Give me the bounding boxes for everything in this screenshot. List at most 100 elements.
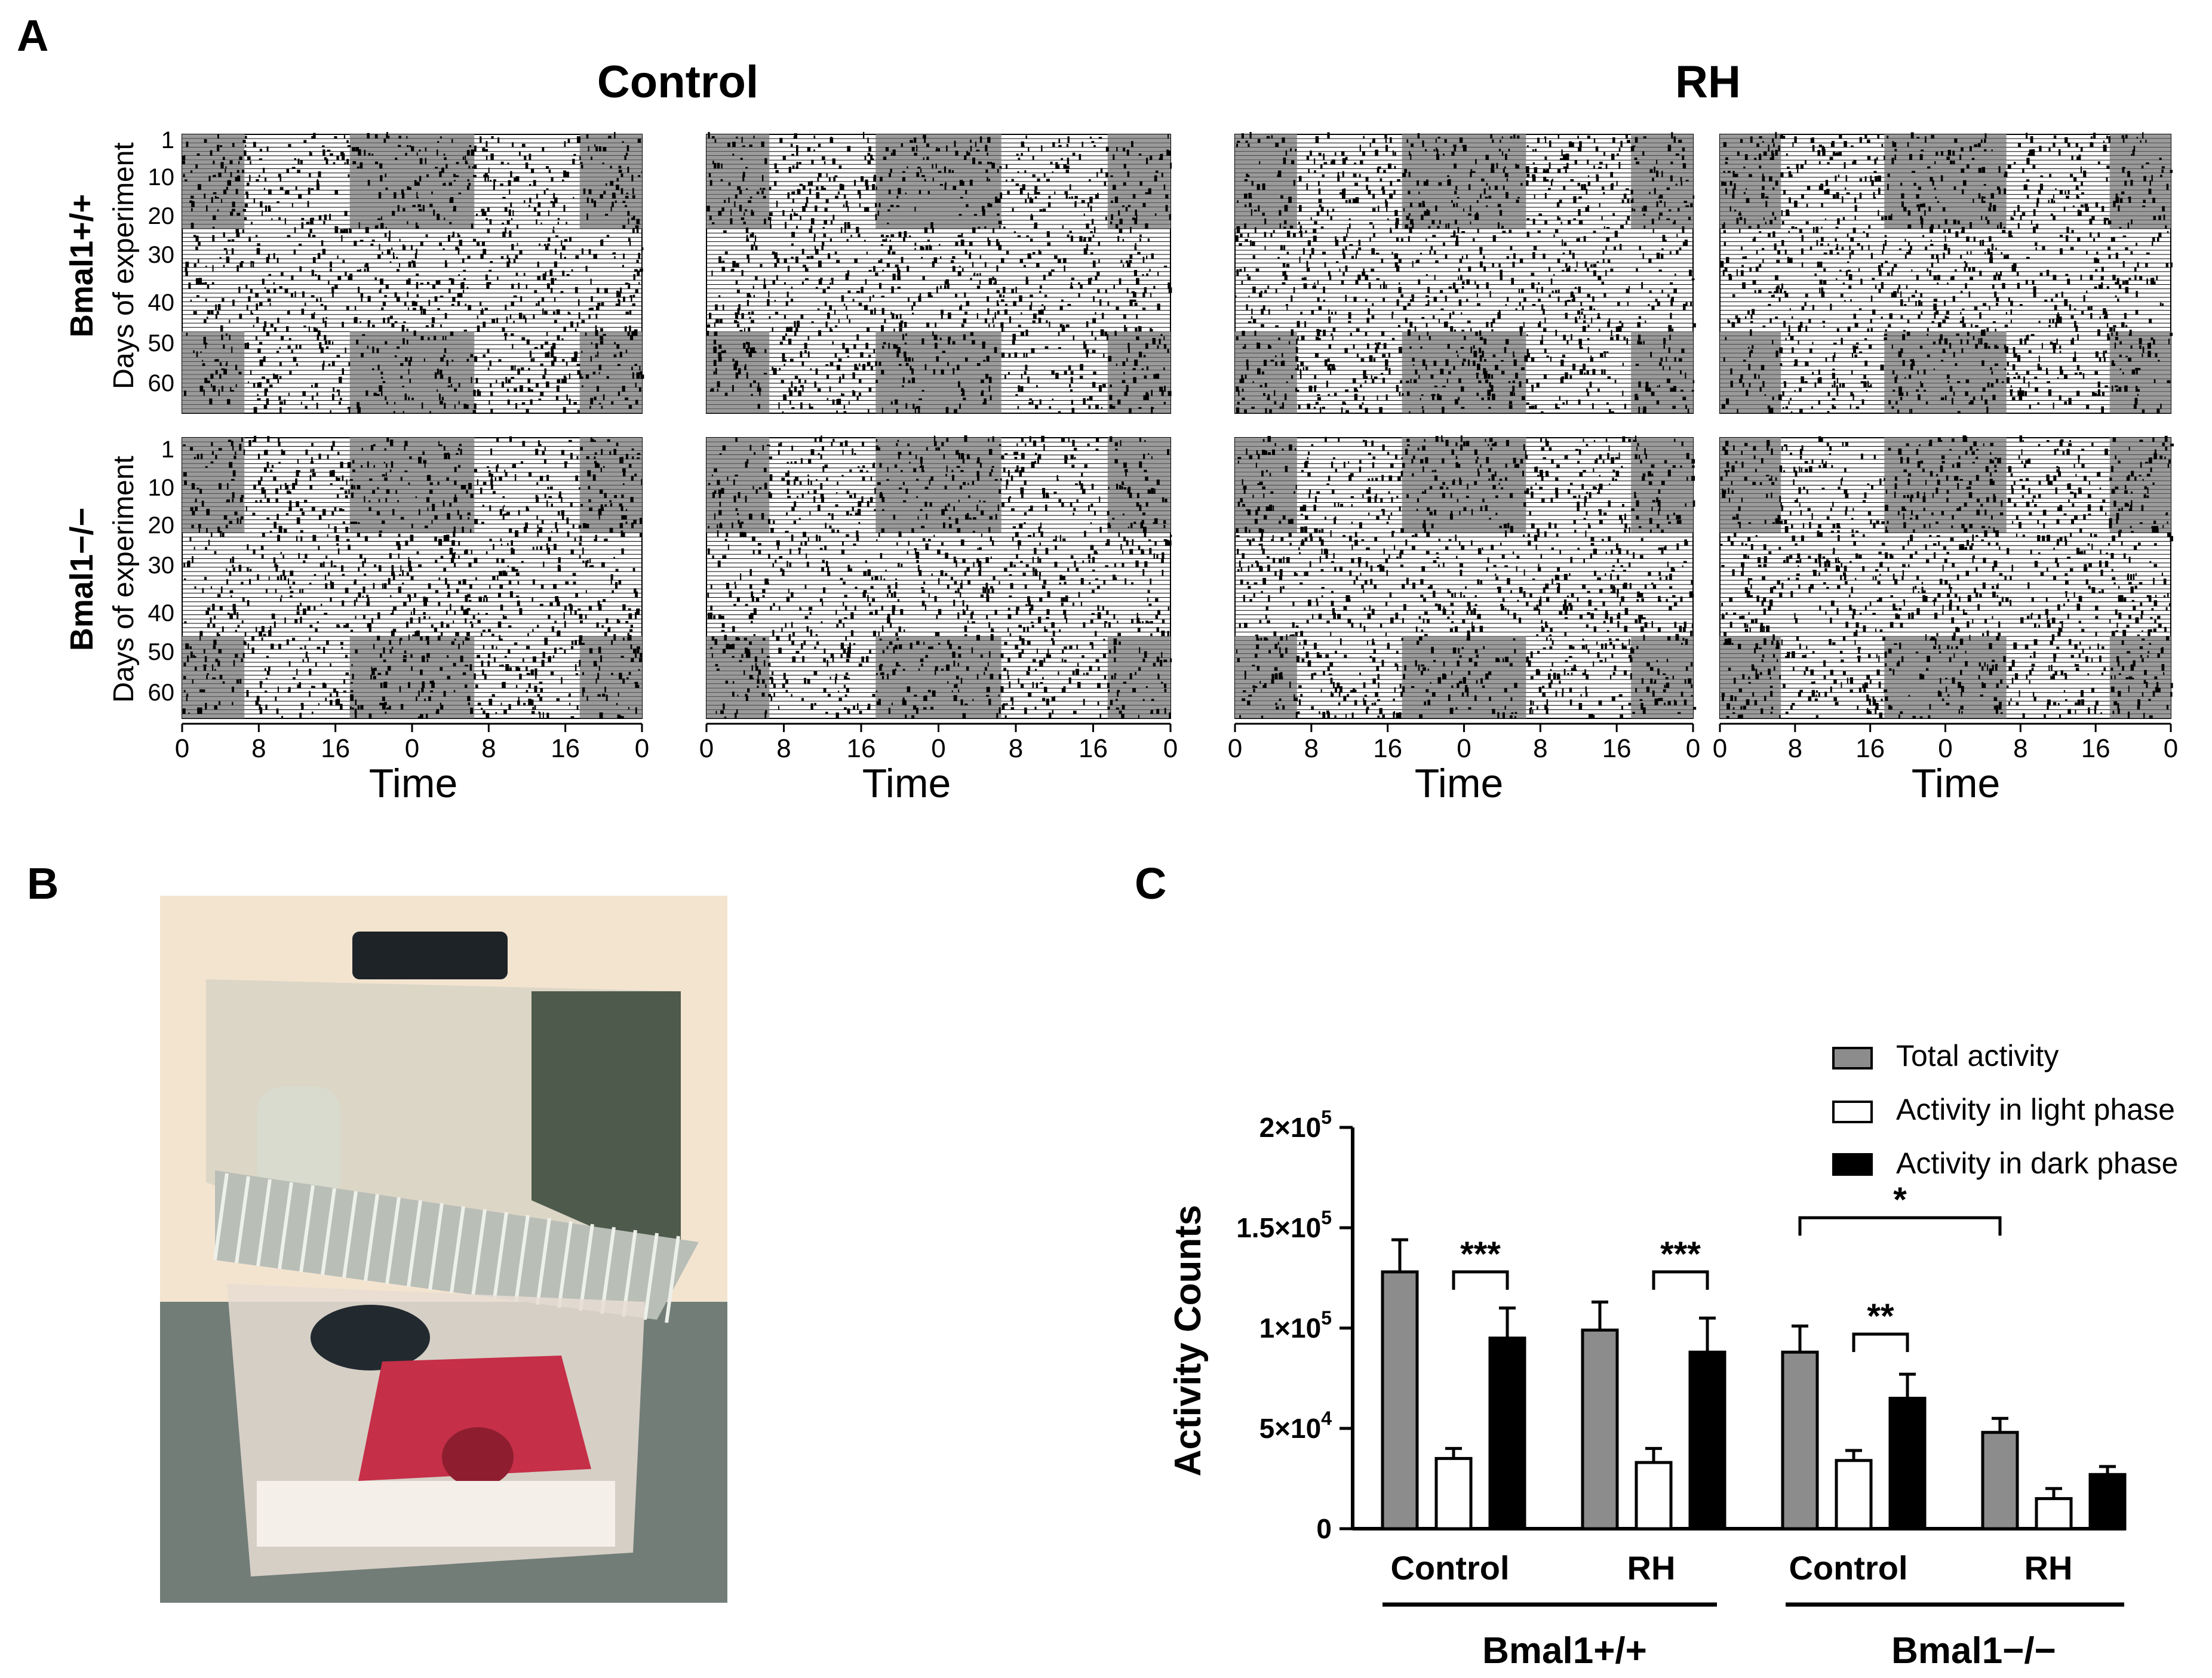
activity-mark bbox=[823, 233, 827, 238]
activity-mark bbox=[1480, 193, 1482, 199]
activity-mark bbox=[619, 287, 622, 293]
activity-mark bbox=[362, 334, 365, 336]
activity-mark bbox=[483, 354, 486, 358]
activity-mark bbox=[577, 299, 580, 306]
activity-mark bbox=[2094, 257, 2098, 263]
activity-mark bbox=[1578, 220, 1583, 225]
activity-mark bbox=[339, 376, 342, 383]
dark-phase-shading bbox=[1107, 164, 1170, 169]
activity-mark bbox=[276, 201, 279, 203]
activity-mark bbox=[1094, 337, 1096, 340]
activity-mark bbox=[1543, 328, 1547, 332]
activity-mark bbox=[2125, 280, 2129, 285]
dark-phase-shading bbox=[1631, 374, 1693, 379]
activity-mark bbox=[1825, 180, 1829, 186]
activity-mark bbox=[2159, 157, 2162, 161]
activity-mark bbox=[2053, 194, 2054, 199]
activity-mark bbox=[345, 228, 348, 233]
activity-mark bbox=[1470, 169, 1473, 173]
activity-mark bbox=[976, 149, 980, 152]
activity-mark bbox=[419, 158, 423, 165]
activity-mark bbox=[880, 234, 884, 238]
dark-phase-shading bbox=[579, 387, 642, 392]
activity-mark bbox=[1492, 318, 1494, 324]
activity-mark bbox=[972, 157, 975, 165]
activity-mark bbox=[1623, 193, 1627, 199]
activity-mark bbox=[847, 205, 849, 212]
activity-mark bbox=[1748, 226, 1752, 229]
activity-mark bbox=[802, 206, 806, 212]
activity-mark bbox=[483, 248, 487, 255]
activity-mark bbox=[2026, 257, 2030, 259]
activity-mark bbox=[1898, 285, 1901, 289]
activity-mark bbox=[1372, 225, 1375, 229]
activity-mark bbox=[927, 292, 932, 298]
activity-mark bbox=[1402, 393, 1404, 397]
activity-mark bbox=[1166, 149, 1169, 156]
activity-mark bbox=[898, 188, 901, 195]
activity-mark bbox=[833, 176, 836, 182]
activity-mark bbox=[886, 263, 890, 268]
dark-phase-shading bbox=[2109, 190, 2171, 195]
activity-mark bbox=[844, 226, 846, 233]
activity-mark bbox=[1784, 249, 1787, 255]
activity-mark bbox=[1875, 176, 1878, 182]
activity-mark bbox=[1483, 374, 1488, 379]
activity-mark bbox=[235, 177, 238, 182]
activity-mark bbox=[1398, 287, 1402, 293]
activity-mark bbox=[401, 326, 405, 332]
dark-phase-shading bbox=[1402, 155, 1526, 161]
activity-mark bbox=[1459, 137, 1463, 143]
activity-mark bbox=[933, 334, 938, 340]
activity-mark bbox=[391, 247, 393, 250]
activity-mark bbox=[813, 135, 816, 139]
activity-mark bbox=[835, 195, 838, 199]
activity-mark bbox=[2106, 165, 2110, 169]
activity-mark bbox=[827, 286, 830, 289]
activity-mark bbox=[1113, 154, 1115, 161]
activity-mark bbox=[746, 348, 749, 354]
activity-mark bbox=[632, 330, 637, 336]
activity-mark bbox=[601, 239, 604, 246]
activity-mark bbox=[811, 159, 814, 165]
activity-mark bbox=[965, 357, 968, 362]
activity-mark bbox=[1927, 268, 1929, 272]
activity-mark bbox=[1003, 294, 1005, 298]
activity-mark bbox=[406, 136, 408, 139]
activity-mark bbox=[817, 177, 819, 182]
dark-phase-shading bbox=[182, 353, 245, 358]
activity-mark bbox=[385, 284, 389, 289]
activity-mark bbox=[1977, 143, 1981, 147]
activity-mark bbox=[1455, 289, 1458, 293]
activity-mark bbox=[781, 380, 784, 383]
activity-mark bbox=[1656, 170, 1659, 177]
dark-phase-shading bbox=[349, 134, 475, 139]
activity-mark bbox=[1001, 352, 1005, 358]
activity-mark bbox=[1964, 261, 1966, 263]
activity-mark bbox=[365, 262, 368, 268]
activity-mark bbox=[1925, 136, 1927, 143]
activity-mark bbox=[2032, 280, 2035, 285]
activity-mark bbox=[1532, 219, 1535, 225]
activity-mark bbox=[490, 391, 493, 397]
activity-mark bbox=[342, 153, 345, 161]
activity-mark bbox=[728, 182, 731, 186]
activity-mark bbox=[944, 281, 947, 285]
activity-mark bbox=[2042, 246, 2045, 250]
dark-phase-shading bbox=[182, 379, 245, 383]
activity-mark bbox=[1483, 255, 1485, 259]
dark-phase-shading bbox=[1402, 404, 1526, 409]
activity-mark bbox=[1824, 218, 1827, 220]
activity-mark bbox=[1381, 188, 1384, 190]
activity-mark bbox=[1952, 150, 1955, 156]
activity-mark bbox=[2130, 180, 2133, 186]
activity-mark bbox=[1248, 143, 1250, 147]
activity-mark bbox=[1096, 271, 1100, 276]
activity-mark bbox=[345, 347, 346, 354]
activity-mark bbox=[873, 176, 876, 182]
activity-mark bbox=[541, 297, 545, 302]
activity-mark bbox=[1099, 299, 1102, 306]
activity-mark bbox=[1878, 188, 1881, 195]
activity-mark bbox=[821, 186, 824, 190]
activity-mark bbox=[581, 385, 583, 388]
